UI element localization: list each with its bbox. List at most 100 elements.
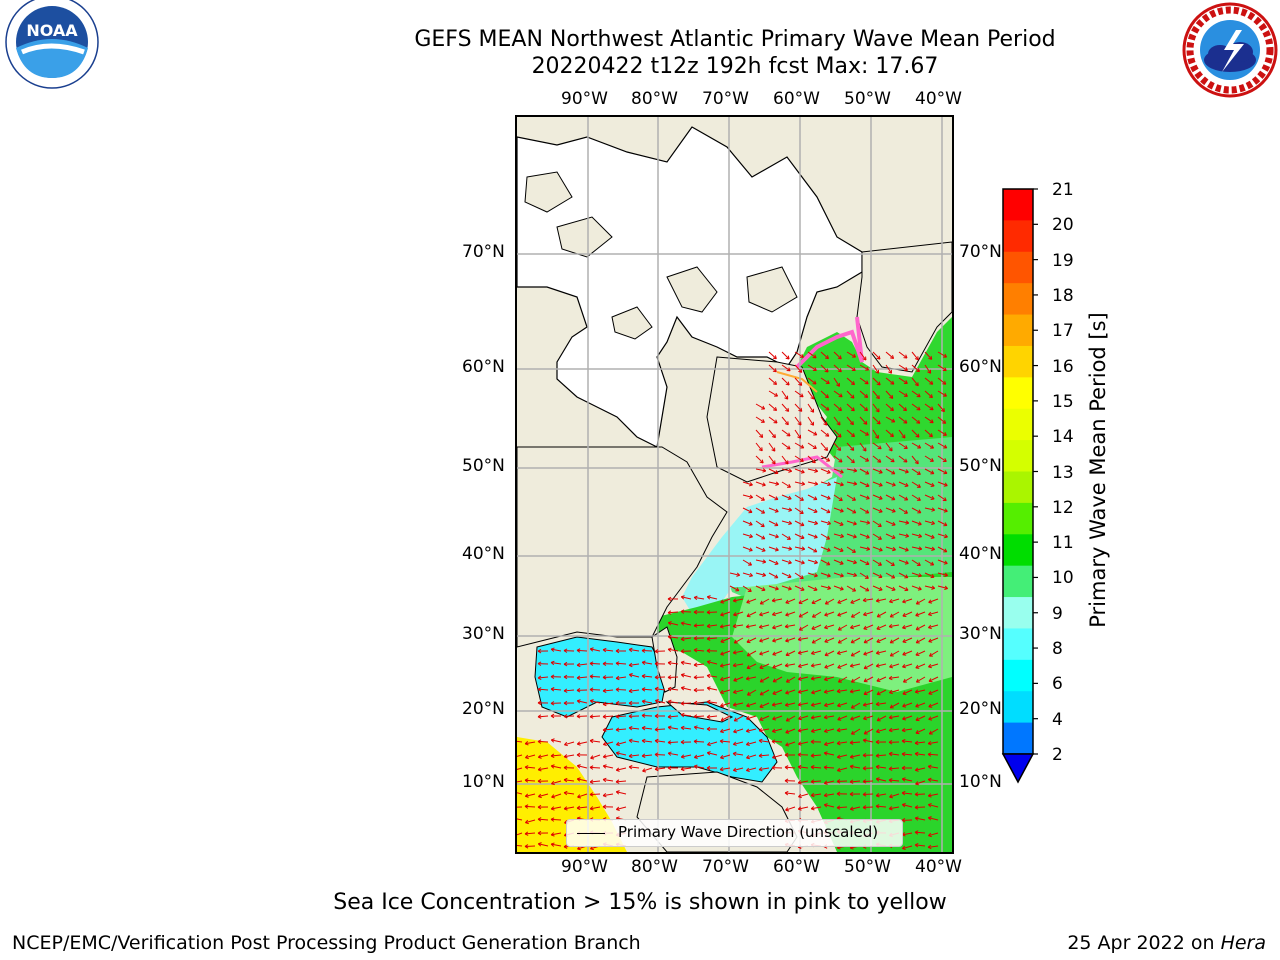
wave-arrow <box>768 572 779 579</box>
wave-arrow-head <box>602 727 607 733</box>
wave-arrow-head <box>602 688 607 693</box>
wave-arrow-head <box>693 636 698 641</box>
wave-arrow-head <box>628 738 633 744</box>
wave-arrow-head <box>563 648 568 653</box>
wave-arrow <box>928 624 939 629</box>
wave-arrow-head <box>892 546 896 552</box>
wave-arrow <box>603 728 614 731</box>
wave-arrow-head <box>927 740 932 746</box>
wave-arrow <box>928 637 939 643</box>
wave-arrow <box>846 481 857 485</box>
wave-arrow-head <box>876 381 881 386</box>
wave-arrow <box>693 715 705 718</box>
colorbar-segment <box>1003 345 1033 378</box>
wave-arrow <box>876 778 887 782</box>
wave-arrow <box>889 753 900 756</box>
wave-arrow <box>872 494 883 500</box>
wave-arrow <box>820 559 831 566</box>
wave-arrow-head <box>774 522 779 527</box>
wave-arrow <box>551 843 562 847</box>
wave-arrow <box>590 740 601 743</box>
wave-arrow-head <box>563 790 568 796</box>
wave-arrow <box>681 687 692 691</box>
wave-arrow <box>937 494 947 502</box>
wave-arrow-head <box>850 599 855 604</box>
wave-arrow-head <box>915 368 920 373</box>
wave-arrow-head <box>942 380 947 385</box>
wave-arrow <box>603 649 614 652</box>
wave-arrow-head <box>786 367 791 372</box>
wave-arrow-head <box>814 559 818 565</box>
wave-arrow <box>799 624 809 631</box>
wave-arrow-head <box>927 624 932 630</box>
wave-arrow-head <box>852 521 857 526</box>
wave-arrow-head <box>732 689 737 695</box>
wave-arrow-head <box>824 664 829 669</box>
wave-arrow-head <box>876 355 881 360</box>
wave-arrow-head <box>773 419 778 424</box>
wave-arrow <box>668 662 679 665</box>
lat-tick-left: 40°N <box>462 544 505 564</box>
wave-arrow <box>759 611 770 616</box>
wave-arrow <box>833 351 842 360</box>
wave-arrow <box>937 481 948 487</box>
wave-arrow <box>937 533 948 538</box>
wave-arrow-head <box>654 727 659 732</box>
wave-arrow <box>517 767 523 770</box>
wave-arrow <box>746 624 757 628</box>
wave-arrow <box>836 806 848 809</box>
wave-arrow <box>859 455 869 462</box>
wave-arrow-head <box>759 664 764 670</box>
wave-arrow-head <box>654 752 659 757</box>
wave-arrow-head <box>903 419 908 424</box>
wave-arrow-head <box>891 534 896 540</box>
wave-arrow-head <box>889 639 894 644</box>
wave-arrow <box>850 663 861 667</box>
wave-arrow-head <box>589 674 594 679</box>
wave-arrow-head <box>563 777 568 783</box>
wave-arrow <box>837 598 848 604</box>
wave-arrow <box>742 585 752 592</box>
wave-arrow-head <box>849 754 854 759</box>
wave-arrow-head <box>863 691 868 696</box>
wave-arrow-head <box>589 738 594 744</box>
wave-arrow <box>833 546 844 552</box>
wave-arrow-head <box>915 639 920 644</box>
wave-arrow-head <box>839 469 844 474</box>
wave-arrow-head <box>801 481 806 486</box>
wave-arrow-head <box>889 664 894 669</box>
lat-tick-right: 60°N <box>959 357 1002 377</box>
wave-arrow-head <box>813 586 818 592</box>
wave-arrow <box>820 455 830 462</box>
wave-arrow <box>798 663 809 668</box>
land-patch <box>746 266 798 313</box>
wave-arrow <box>781 416 789 426</box>
wave-arrow-head <box>773 381 778 386</box>
wave-arrow <box>898 481 909 487</box>
wave-arrow-head <box>693 648 698 653</box>
wave-arrow-head <box>875 804 880 809</box>
wave-arrow-head <box>563 714 568 719</box>
wave-arrow-head <box>875 753 880 758</box>
map-panel <box>515 115 954 854</box>
wave-arrow <box>807 481 818 485</box>
wave-arrow-head <box>693 725 698 730</box>
wave-arrow <box>694 765 705 769</box>
wave-arrow <box>811 793 822 796</box>
wave-arrow <box>807 559 818 564</box>
wave-arrow-head <box>784 778 789 784</box>
wave-arrow-head <box>903 366 908 371</box>
wave-arrow-head <box>706 765 711 771</box>
wave-arrow-head <box>918 573 922 578</box>
wave-arrow-head <box>927 777 932 783</box>
wave-arrow-head <box>878 482 883 487</box>
wave-arrow <box>807 546 818 553</box>
wave-arrow-head <box>706 623 711 629</box>
wave-arrow <box>885 559 895 566</box>
wave-arrow-head <box>927 369 932 374</box>
wave-arrow <box>876 676 887 682</box>
wave-arrow <box>772 728 783 732</box>
wave-arrow <box>733 676 744 682</box>
wave-arrow-head <box>720 676 724 682</box>
wave-arrow <box>859 585 870 592</box>
